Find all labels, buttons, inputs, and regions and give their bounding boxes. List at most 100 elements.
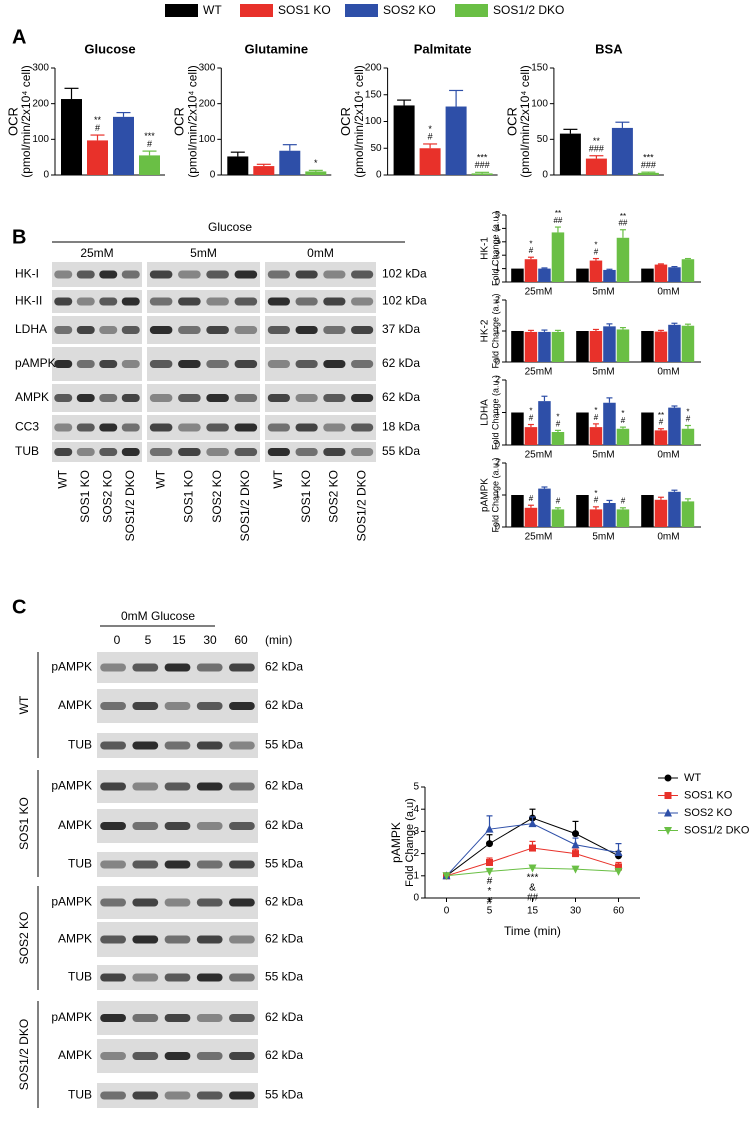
protein-label: AMPK [58, 818, 92, 832]
blot-band [295, 326, 318, 334]
blot-band [164, 1052, 191, 1060]
blot-band [206, 448, 229, 456]
bar [551, 232, 565, 282]
bar [576, 331, 589, 362]
blot-band [323, 297, 346, 306]
x-tick-label: 5 [487, 906, 493, 917]
blot-band [132, 741, 159, 750]
legend-label: SOS1/2 DKO [684, 824, 750, 836]
bar [654, 430, 668, 445]
blot-band [54, 360, 73, 368]
x-tick-label: 0 [444, 906, 450, 917]
blot-band [206, 423, 229, 432]
blot-strip [147, 290, 260, 313]
bar [654, 264, 668, 282]
protein-label: LDHA [15, 322, 47, 336]
lane-label: SOS1/2 DKO [238, 470, 252, 541]
blot-band [295, 448, 318, 456]
blot-band [99, 270, 118, 279]
bar [668, 407, 681, 445]
y-tick-label: 4 [413, 804, 419, 815]
blot-band [76, 297, 95, 306]
bar [551, 432, 565, 445]
bar [616, 237, 630, 282]
y-axis-label: Fold Change (a.u.) [490, 293, 500, 368]
x-tick-label: 25mM [525, 367, 553, 378]
data-point [529, 844, 536, 852]
lane-label: SOS2 KO [327, 470, 341, 523]
significance-mark: # [659, 418, 664, 427]
bar [551, 509, 565, 527]
blot-band [76, 448, 95, 456]
y-tick-label: 0 [210, 170, 216, 181]
bar [681, 325, 695, 362]
y-tick-label: 300 [199, 63, 216, 74]
blot-band [178, 423, 201, 432]
significance-mark: # [95, 123, 100, 133]
significance-mark: * [488, 886, 492, 897]
y-tick-label: 0 [413, 893, 419, 904]
blot-band [132, 782, 159, 791]
blot-band [267, 423, 290, 432]
significance-mark: # [621, 416, 626, 425]
blot-band [76, 394, 95, 402]
y-tick-label: 0 [542, 170, 548, 181]
bar [305, 171, 327, 175]
time-header: 0mM Glucose [121, 609, 195, 623]
blot-band [323, 360, 346, 368]
legend-marker [664, 774, 672, 782]
significance-mark: # [594, 247, 599, 256]
y-axis-label: OCR [504, 107, 519, 136]
blot-band [234, 297, 258, 306]
significance-mark: # [686, 414, 691, 423]
chart-title: BSA [595, 41, 623, 56]
data-point [572, 830, 579, 838]
blot-band [149, 297, 173, 306]
protein-label: CC3 [15, 420, 39, 434]
lane-label: SOS1/2 DKO [354, 470, 368, 541]
blot-band [229, 782, 255, 791]
bar [668, 491, 681, 527]
significance-mark: ### [475, 160, 490, 170]
blot-band [54, 448, 73, 456]
blot-strip [52, 290, 142, 313]
blot-band [100, 1052, 126, 1060]
blot-band [267, 297, 290, 306]
bar [616, 329, 630, 362]
blot-band [100, 973, 126, 982]
blot-band [164, 663, 191, 672]
y-tick-label: 2 [495, 294, 500, 304]
bar [589, 331, 603, 362]
blot-band [295, 360, 318, 368]
blot-band [132, 822, 159, 830]
blot-band [121, 360, 140, 368]
x-tick-label: 0mM [657, 287, 679, 298]
bar [471, 173, 493, 175]
blot-band [295, 270, 318, 279]
blot-band [132, 1052, 159, 1060]
blot-band [196, 822, 223, 830]
y-axis-label: OCR [172, 107, 187, 136]
bar [524, 507, 538, 527]
bar [668, 267, 681, 282]
data-point [528, 819, 537, 828]
significance-mark: & [529, 883, 536, 894]
y-tick-label: 50 [370, 143, 382, 154]
significance-mark: * [594, 241, 597, 250]
significance-mark: # [594, 413, 599, 422]
y-axis-label: OCR [338, 107, 353, 136]
y-tick-label: 100 [531, 98, 548, 109]
y-axis-label: Fold Change (a.u) [404, 798, 416, 887]
blot-band [351, 448, 374, 456]
protein-label: AMPK [58, 1048, 92, 1062]
significance-mark: *** [144, 131, 155, 141]
y-axis-label: (pmol/min/2x10⁴ cell) [518, 65, 532, 178]
time-label: 0 [114, 633, 121, 647]
legend-marker [664, 792, 672, 799]
blot-band [99, 360, 118, 368]
chart-title: Glutamine [245, 41, 309, 56]
significance-mark: * [594, 489, 597, 498]
bar [559, 133, 581, 175]
x-axis-label: Time (min) [504, 924, 561, 938]
legend-label: SOS1/2 DKO [493, 3, 564, 17]
